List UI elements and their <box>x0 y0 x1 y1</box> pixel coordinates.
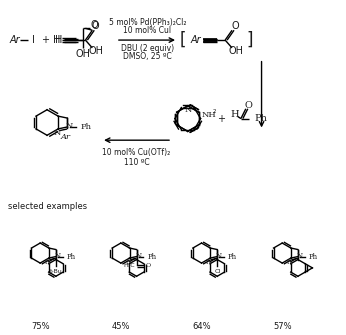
Text: N: N <box>126 258 131 266</box>
Text: Ph: Ph <box>309 253 318 261</box>
Text: Ph: Ph <box>255 114 267 123</box>
Text: 75%: 75% <box>31 322 49 331</box>
Text: H₃C: H₃C <box>124 263 136 268</box>
Text: O: O <box>90 20 98 30</box>
Text: N: N <box>136 252 142 260</box>
Text: 110 ºC: 110 ºC <box>124 158 149 167</box>
Text: 10 mol% Cu(OTf)₂: 10 mol% Cu(OTf)₂ <box>102 148 171 157</box>
Text: 64%: 64% <box>192 322 211 331</box>
Text: O: O <box>146 263 151 268</box>
Text: N: N <box>54 129 61 137</box>
Text: I: I <box>32 35 35 45</box>
Text: Ph: Ph <box>66 253 76 261</box>
Text: H: H <box>55 35 63 45</box>
Text: [: [ <box>180 31 186 49</box>
Text: N: N <box>297 252 303 260</box>
Text: selected examples: selected examples <box>8 202 87 211</box>
Text: Ph: Ph <box>81 123 92 131</box>
Text: +: + <box>217 114 225 124</box>
Text: H: H <box>53 35 61 45</box>
Text: 5 mol% Pd(PPh₃)₂Cl₂: 5 mol% Pd(PPh₃)₂Cl₂ <box>109 18 186 27</box>
Text: 2: 2 <box>212 109 216 114</box>
Text: N: N <box>65 122 73 130</box>
Text: O: O <box>91 21 99 31</box>
Text: +: + <box>41 35 49 45</box>
Text: ]: ] <box>246 31 253 49</box>
Text: OH: OH <box>76 49 91 59</box>
Text: N: N <box>206 258 212 266</box>
Text: 10 mol% CuI: 10 mol% CuI <box>124 26 172 35</box>
Text: 57%: 57% <box>273 322 292 331</box>
Text: N: N <box>45 258 51 266</box>
Text: N: N <box>287 258 293 266</box>
Text: Ph: Ph <box>147 253 156 261</box>
Text: Cl: Cl <box>214 269 220 274</box>
Text: H: H <box>231 110 239 119</box>
Text: 45%: 45% <box>112 322 130 331</box>
Text: Ar: Ar <box>9 35 20 45</box>
Text: NH: NH <box>202 111 217 119</box>
Text: OH: OH <box>89 46 104 56</box>
Text: N: N <box>216 252 222 260</box>
Text: N: N <box>185 106 192 114</box>
Text: DMSO, 25 ºC: DMSO, 25 ºC <box>123 52 172 61</box>
Text: t-Bu: t-Bu <box>49 269 62 274</box>
Text: Ar: Ar <box>60 133 70 141</box>
Text: OH: OH <box>228 46 244 56</box>
Text: O: O <box>231 21 239 31</box>
Text: O: O <box>245 101 253 110</box>
Text: Ph: Ph <box>228 253 237 261</box>
Text: N: N <box>55 252 61 260</box>
Text: DBU (2 equiv): DBU (2 equiv) <box>121 45 174 53</box>
Text: Ar: Ar <box>190 35 201 45</box>
